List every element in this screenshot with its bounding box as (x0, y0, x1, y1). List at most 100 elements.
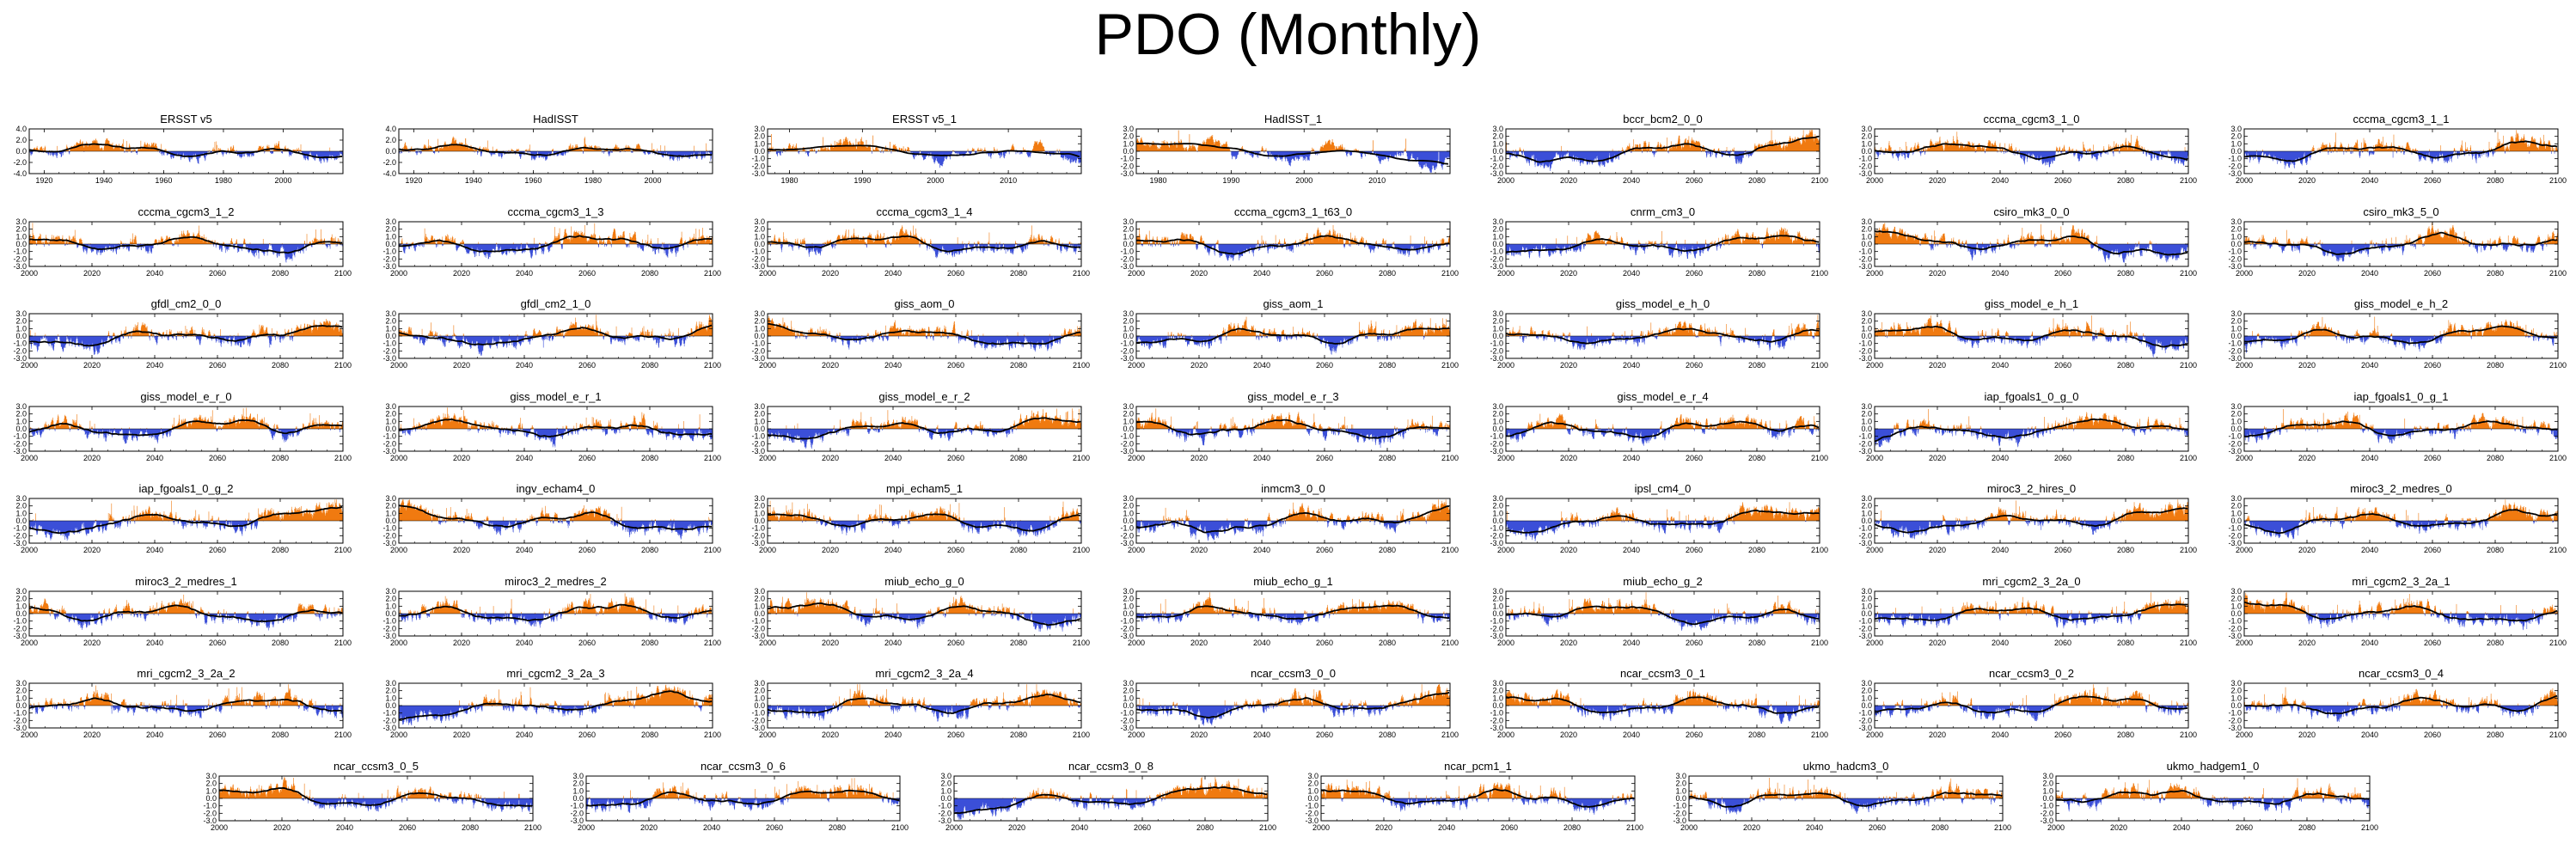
y-tick-label: 3.0 (940, 772, 951, 780)
y-tick-label: -3.0 (2228, 354, 2242, 363)
panel-title: miroc3_2_medres_2 (505, 575, 607, 588)
x-tick-label: 2100 (2549, 454, 2567, 462)
y-tick-label: 2.0 (1307, 779, 1319, 788)
y-tick-label: 3.0 (754, 679, 765, 688)
x-tick-label: 2000 (21, 639, 38, 647)
y-tick-label: -3.0 (13, 632, 27, 640)
panel-title: giss_model_e_r_4 (1617, 390, 1708, 403)
x-tick-label: 2040 (146, 639, 163, 647)
x-tick-label: 2020 (1929, 731, 1946, 739)
negative-bars (1506, 614, 1820, 631)
panel-title: cccma_cgcm3_1_1 (2353, 113, 2450, 125)
y-tick-label: 0.0 (15, 332, 27, 340)
x-tick-label: 2040 (1992, 361, 2009, 370)
x-tick-label: 2060 (578, 454, 596, 462)
positive-bars (786, 408, 1082, 429)
x-tick-label: 2000 (211, 823, 228, 832)
y-tick-label: -2.0 (13, 254, 27, 263)
positive-bars (219, 777, 520, 798)
x-tick-label: 2000 (2236, 639, 2253, 647)
panel-title: miub_echo_g_0 (884, 575, 964, 588)
positive-bars (29, 318, 344, 336)
y-tick-label: 3.0 (1492, 587, 1503, 596)
x-tick-label: 2000 (1128, 361, 1145, 370)
panel-iap_fgoals1_0_g_2: iap_fgoals1_0_g_2 3.02.01.00.0-1.0-2.0-3.… (13, 482, 352, 554)
x-tick-label: 2020 (1190, 269, 1208, 278)
smoothed-line (2243, 509, 2558, 535)
y-tick-label: 2.0 (2230, 595, 2242, 603)
x-tick-label: 2040 (516, 454, 533, 462)
positive-bars (1875, 223, 2188, 244)
y-tick-label: -1.0 (751, 432, 765, 441)
y-tick-label: 0.0 (1492, 609, 1503, 618)
smoothed-line (1874, 325, 2188, 348)
x-tick-label: 2100 (334, 269, 352, 278)
x-tick-label: 2060 (2054, 731, 2071, 739)
smoothed-line (28, 324, 343, 347)
y-tick-label: -2.0 (382, 531, 396, 540)
y-tick-label: -2.0 (1490, 439, 1503, 448)
panel-title: cccma_cgcm3_1_0 (1984, 113, 2080, 125)
x-tick-label: 2080 (462, 823, 479, 832)
y-tick-label: -3.0 (13, 354, 27, 363)
x-tick-label: 2020 (1743, 823, 1760, 832)
positive-bars (1882, 684, 2189, 706)
y-tick-label: -3.0 (382, 354, 396, 363)
negative-bars (36, 244, 343, 263)
y-tick-label: 1.0 (2230, 139, 2242, 148)
x-tick-label: 2080 (1748, 269, 1765, 278)
y-tick-label: 0.0 (1123, 609, 1134, 618)
y-tick-label: -1.0 (1490, 248, 1503, 256)
panel-cccma_cgcm3_1_3: cccma_cgcm3_1_33.02.01.00.0-1.0-2.0-3.02… (382, 205, 721, 278)
y-tick-label: 1.0 (1492, 602, 1503, 610)
panel-title: ukmo_hadgem1_0 (2167, 760, 2260, 773)
y-tick-label: 2.0 (15, 595, 27, 603)
y-tick-label: -3.0 (382, 632, 396, 640)
x-tick-label: 1960 (155, 176, 172, 185)
panel-title: ncar_pcm1_1 (1444, 760, 1512, 773)
x-tick-label: 2080 (1748, 639, 1765, 647)
x-tick-label: 2100 (1073, 361, 1090, 370)
x-tick-label: 2080 (1196, 823, 1214, 832)
y-tick-label: -2.0 (938, 809, 951, 817)
x-tick-label: 2040 (2361, 454, 2378, 462)
x-tick-label: 2020 (1560, 639, 1577, 647)
x-tick-label: 2100 (1073, 639, 1090, 647)
x-tick-label: 2080 (272, 454, 289, 462)
y-tick-label: 4.0 (385, 125, 396, 133)
y-tick-label: 2.0 (15, 687, 27, 695)
y-tick-label: 2.0 (1861, 595, 1872, 603)
x-tick-label: 2060 (1686, 176, 1703, 185)
x-tick-label: 2080 (641, 361, 658, 370)
y-tick-label: 1.0 (1492, 417, 1503, 425)
y-tick-label: -3.0 (13, 539, 27, 547)
panel-ncar_ccsm3_0_8: ncar_ccsm3_0_83.02.01.00.0-1.0-2.0-3.020… (938, 760, 1276, 832)
y-tick-label: -1.0 (13, 524, 27, 533)
x-tick-label: 2060 (578, 546, 596, 554)
y-tick-label: 2.0 (2230, 132, 2242, 141)
y-tick-label: 1.0 (385, 602, 396, 610)
y-tick-label: 1.0 (1861, 602, 1872, 610)
panel-miroc3_2_hires_0: miroc3_2_hires_0 3.02.01.00.0-1.0-2.0-3.0… (1858, 482, 2197, 554)
x-tick-label: 2100 (2361, 823, 2378, 832)
negative-bars (1141, 244, 1448, 261)
x-tick-label: 2000 (1680, 823, 1698, 832)
negative-bars (1506, 521, 1807, 541)
y-tick-label: -2.0 (203, 809, 217, 817)
y-tick-label: -1.0 (382, 524, 396, 533)
y-tick-label: -3.0 (751, 354, 765, 363)
panel-cccma_cgcm3_1_t63_0: cccma_cgcm3_1_t63_0 3.02.01.00.0-1.0-2.0-… (1120, 205, 1459, 278)
positive-bars (1136, 684, 1451, 706)
y-tick-label: 1.0 (205, 786, 217, 795)
x-tick-label: 2100 (2180, 454, 2197, 462)
positive-bars (399, 407, 702, 429)
positive-bars (399, 136, 709, 151)
y-tick-label: 2.0 (1861, 317, 1872, 326)
x-tick-label: 2020 (1375, 823, 1392, 832)
panel-title: ERSST v5_1 (892, 113, 957, 125)
x-tick-label: 2060 (2054, 269, 2071, 278)
y-tick-label: -2.0 (1120, 254, 1134, 263)
panel-cccma_cgcm3_1_1: cccma_cgcm3_1_13.02.01.00.0-1.0-2.0-3.02… (2228, 113, 2567, 185)
y-tick-label: 0.0 (2230, 240, 2242, 248)
y-tick-label: -1.0 (382, 432, 396, 441)
